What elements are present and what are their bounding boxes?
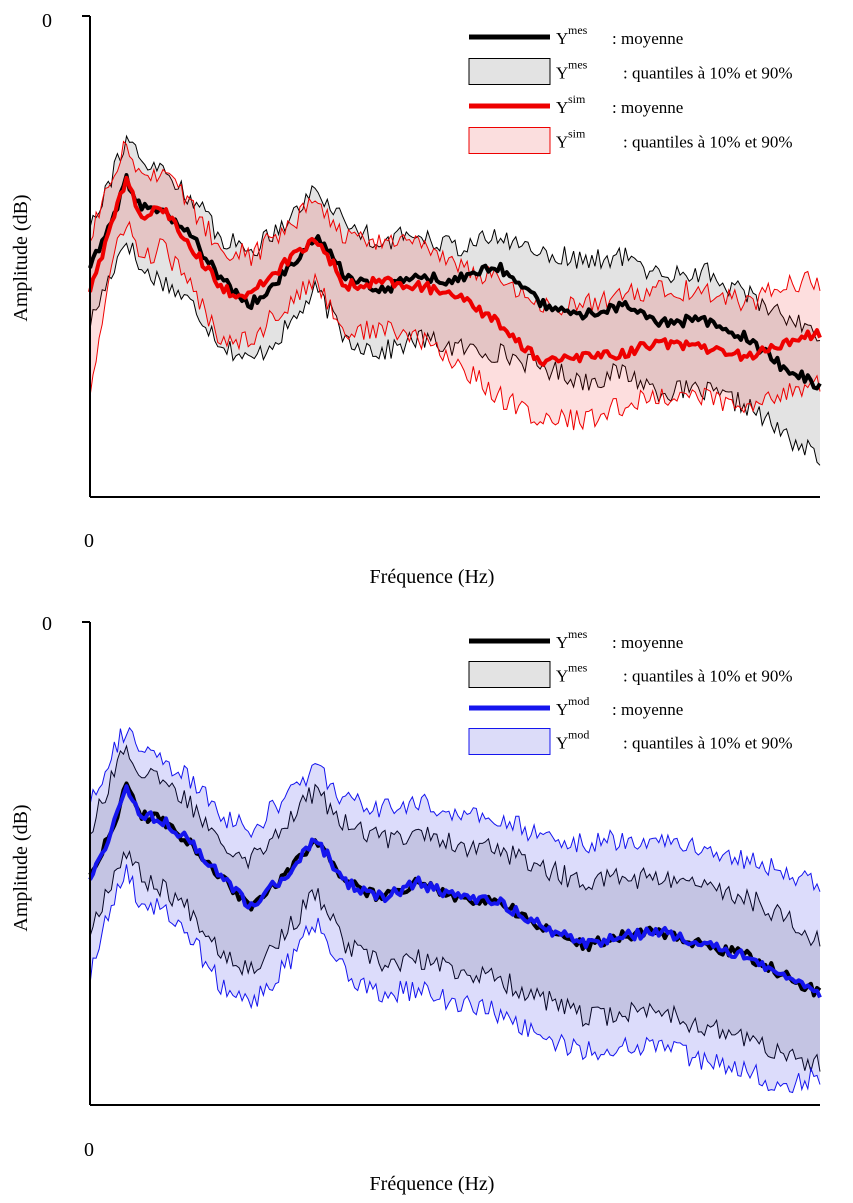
y-axis-label: Amplitude (dB): [10, 194, 32, 321]
legend-band-swatch: [468, 127, 551, 154]
legend-description: : quantiles à 10% et 90%: [623, 133, 793, 152]
legend-superscript: mes: [568, 58, 588, 72]
legend-symbol: Y: [556, 734, 568, 753]
legend-superscript: mod: [568, 694, 589, 708]
band-mes: [90, 746, 820, 1072]
legend-description: : moyenne: [612, 29, 683, 48]
q10-line-mod: [89, 864, 821, 1094]
chart-top: 0 0 Fréquence (Hz) Amplitude (dB) Y mes : moye…: [10, 10, 822, 588]
legend-symbol: Y: [556, 133, 568, 152]
legend-symbol: Y: [556, 667, 568, 686]
legend-band-swatch: [468, 661, 551, 688]
band-mod: [90, 727, 820, 1093]
mean-line-sim: [88, 175, 822, 367]
x-axis-label: Fréquence (Hz): [370, 566, 495, 588]
legend-description: : moyenne: [612, 633, 683, 652]
legend-description: : quantiles à 10% et 90%: [623, 734, 793, 753]
legend-symbol: Y: [556, 64, 568, 83]
legend-superscript: sim: [568, 92, 586, 106]
band-sim: [90, 141, 820, 431]
x-tick-label: 0: [84, 1139, 94, 1161]
legend-symbol: Y: [556, 29, 568, 48]
legend-superscript: mod: [568, 728, 589, 742]
legend-description: : moyenne: [612, 700, 683, 719]
q90-line-mes: [89, 744, 821, 947]
q90-line-mes: [89, 134, 821, 342]
y-tick-label: 0: [42, 10, 52, 32]
legend-superscript: mes: [568, 23, 588, 37]
q10-line-mes: [89, 849, 821, 1072]
q10-line-sim: [89, 220, 821, 431]
x-tick-label: 0: [84, 530, 94, 552]
legend-description: : quantiles à 10% et 90%: [623, 667, 793, 686]
legend-band-swatch: [468, 58, 551, 85]
chart-bottom: 0 0 Fréquence (Hz) Amplitude (dB) Y mes : moye…: [10, 613, 822, 1195]
legend-band-swatch: [468, 728, 551, 755]
x-axis-label: Fréquence (Hz): [370, 1173, 495, 1195]
band-mes: [90, 136, 820, 466]
mean-line-mod: [88, 784, 822, 999]
legend-symbol: Y: [556, 98, 568, 117]
y-tick-label: 0: [42, 613, 52, 635]
legend-description: : moyenne: [612, 98, 683, 117]
legend-description: : quantiles à 10% et 90%: [623, 64, 793, 83]
y-axis-label: Amplitude (dB): [10, 804, 32, 931]
q10-line-mes: [89, 242, 821, 466]
legend-superscript: mes: [568, 627, 588, 641]
legend-superscript: mes: [568, 661, 588, 675]
mean-line-mes: [88, 173, 822, 391]
q90-line-mod: [89, 726, 821, 892]
legend-superscript: sim: [568, 127, 586, 141]
q90-line-sim: [89, 140, 821, 316]
legend-symbol: Y: [556, 633, 568, 652]
legend-symbol: Y: [556, 700, 568, 719]
